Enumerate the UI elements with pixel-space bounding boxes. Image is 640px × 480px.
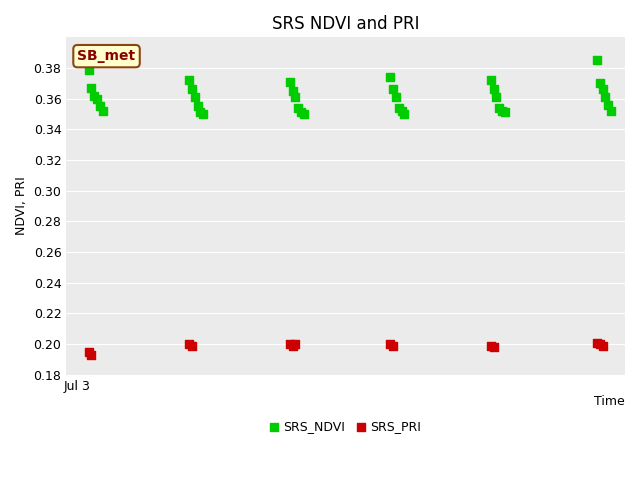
SRS_PRI [595,340,605,348]
SRS_PRI [388,342,398,349]
SRS_PRI [592,339,602,347]
SRS_PRI [486,342,496,349]
SRS_NDVI [598,85,608,93]
SRS_NDVI [606,107,616,115]
SRS_PRI [385,340,396,348]
SRS_NDVI [296,108,306,116]
SRS_NDVI [83,66,93,73]
Text: SB_met: SB_met [77,49,136,63]
SRS_NDVI [293,104,303,112]
SRS_NDVI [97,107,108,115]
SRS_PRI [187,342,197,349]
SRS_NDVI [595,80,605,87]
X-axis label: Time: Time [595,396,625,408]
SRS_NDVI [187,85,197,93]
SRS_NDVI [497,107,508,115]
SRS_NDVI [184,76,195,84]
SRS_NDVI [600,93,611,101]
SRS_NDVI [396,107,406,115]
SRS_NDVI [285,78,295,85]
SRS_NDVI [299,110,309,118]
SRS_PRI [285,340,295,348]
SRS_NDVI [391,93,401,101]
SRS_NDVI [486,76,496,84]
SRS_NDVI [195,108,205,116]
SRS_NDVI [385,73,396,81]
Legend: SRS_NDVI, SRS_PRI: SRS_NDVI, SRS_PRI [266,415,426,438]
SRS_PRI [291,340,301,348]
SRS_NDVI [394,104,404,112]
SRS_PRI [184,340,195,348]
SRS_PRI [83,348,93,356]
SRS_NDVI [95,103,105,110]
Y-axis label: NDVI, PRI: NDVI, PRI [15,177,28,235]
SRS_NDVI [603,101,613,108]
SRS_NDVI [198,110,208,118]
Title: SRS NDVI and PRI: SRS NDVI and PRI [272,15,419,33]
SRS_PRI [287,342,298,349]
SRS_PRI [488,343,499,351]
SRS_NDVI [492,93,502,101]
SRS_NDVI [494,104,504,112]
SRS_NDVI [193,103,203,110]
SRS_NDVI [291,93,301,101]
SRS_NDVI [592,57,602,64]
SRS_NDVI [500,108,510,116]
SRS_NDVI [488,85,499,93]
SRS_PRI [598,342,608,349]
SRS_NDVI [89,92,99,99]
SRS_NDVI [86,84,97,92]
SRS_NDVI [388,85,398,93]
SRS_NDVI [92,95,102,103]
SRS_NDVI [287,87,298,95]
SRS_NDVI [189,93,200,101]
SRS_NDVI [399,110,410,118]
SRS_PRI [86,351,97,359]
